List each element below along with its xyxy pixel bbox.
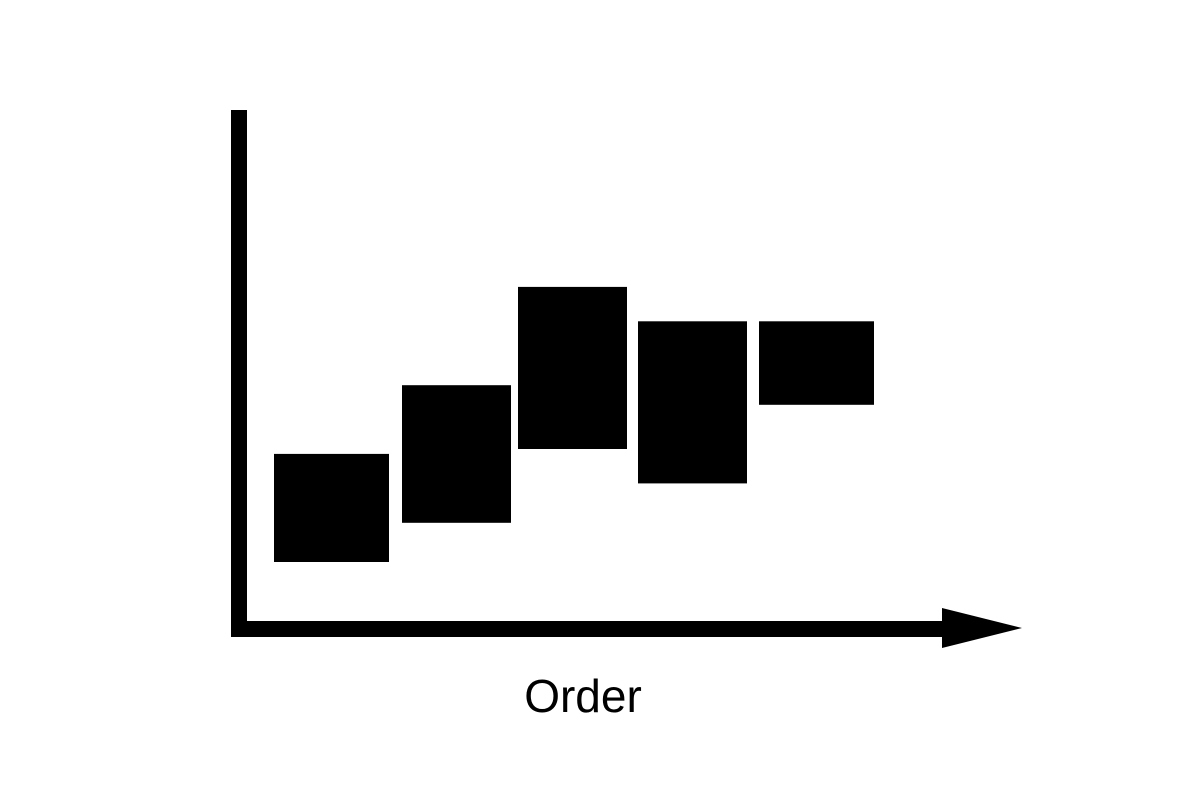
bar-4 (638, 321, 747, 484)
y-axis-line (231, 110, 247, 637)
bar-2 (402, 385, 511, 523)
x-axis-line (231, 621, 946, 637)
bar-3 (518, 286, 627, 449)
x-axis-arrowhead (942, 608, 1022, 648)
bar-5 (759, 321, 874, 405)
x-axis-label: Order (524, 670, 642, 722)
bar-1 (274, 453, 389, 562)
bars-layer (274, 286, 874, 562)
